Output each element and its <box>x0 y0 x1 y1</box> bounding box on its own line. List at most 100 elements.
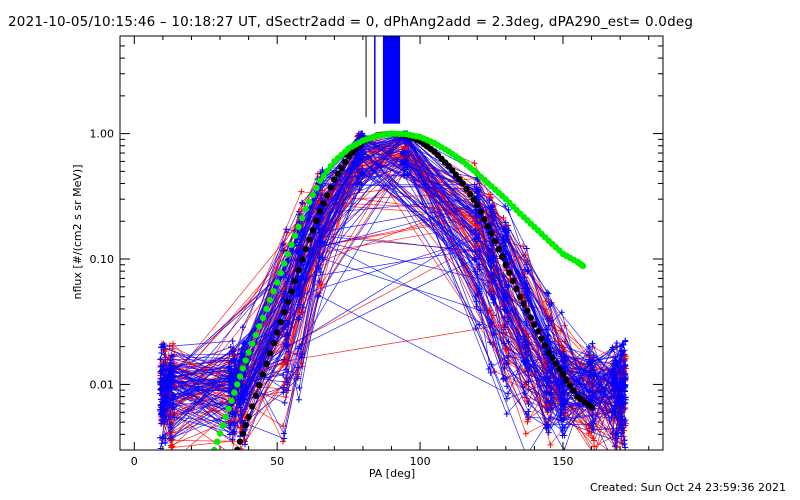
blue-plus-marker <box>319 226 326 233</box>
red-plus-marker <box>318 281 325 288</box>
black-fit-dot <box>484 223 492 230</box>
blue-plus-marker <box>240 340 247 347</box>
blue-plus-marker <box>237 404 244 411</box>
blue-plus-marker <box>359 147 366 154</box>
blue-plus-marker <box>620 351 627 358</box>
blue-plus-marker <box>354 180 361 187</box>
blue-plus-marker <box>296 384 303 391</box>
blue-plus-marker <box>229 429 236 436</box>
blue-plus-marker <box>505 352 512 359</box>
blue-curve-58 <box>160 153 624 414</box>
green-fit-dot <box>320 172 327 180</box>
blue-bar-marker <box>382 36 401 124</box>
blue-plus-marker <box>298 354 305 361</box>
blue-plus-marker <box>617 387 624 394</box>
blue-plus-marker <box>609 346 616 353</box>
blue-plus-marker <box>520 344 527 351</box>
black-fit-dot <box>534 328 542 335</box>
green-fit-dot <box>316 177 324 184</box>
blue-plus-marker <box>505 318 512 325</box>
blue-plus-marker <box>610 409 617 416</box>
blue-plus-marker <box>159 435 166 442</box>
black-fit-dot <box>524 307 531 314</box>
blue-plus-marker <box>488 202 495 209</box>
blue-plus-marker <box>588 367 595 374</box>
blue-plus-marker <box>543 337 550 344</box>
blue-plus-marker <box>162 439 169 446</box>
blue-plus-marker <box>562 407 569 414</box>
black-fit-dot <box>499 253 506 261</box>
green-fit-dot <box>284 251 292 258</box>
axes-layer: 0 50 100 150 0.01 0.10 1.00 <box>90 35 664 468</box>
blue-plus-marker <box>544 289 551 296</box>
blue-plus-marker <box>560 348 567 355</box>
black-fit-dot <box>295 267 302 274</box>
blue-plus-marker <box>161 399 168 406</box>
blue-plus-marker <box>475 255 482 262</box>
green-fit-dot <box>302 205 309 213</box>
blue-plus-marker <box>561 354 568 361</box>
blue-plus-marker <box>157 396 164 403</box>
red-plus-marker <box>168 442 175 449</box>
black-fit-dot <box>570 387 577 395</box>
blue-plus-marker <box>524 452 530 458</box>
blue-plus-marker <box>283 366 290 373</box>
blue-plus-marker <box>611 382 618 389</box>
green-fit-dot <box>225 405 232 412</box>
blue-plus-marker <box>168 386 175 393</box>
blue-plus-marker <box>487 369 494 376</box>
blue-plus-marker <box>612 443 619 450</box>
green-fit-dot <box>211 446 218 450</box>
blue-plus-marker <box>500 293 507 300</box>
black-fit-dot <box>288 288 295 295</box>
blue-plus-marker <box>560 398 567 405</box>
black-fit-dot <box>291 277 299 285</box>
blue-plus-marker <box>611 460 617 466</box>
black-fit-dot <box>545 349 552 356</box>
blue-plus-marker <box>227 343 234 350</box>
black-fit-dot <box>306 236 313 243</box>
blue-curve-78 <box>161 150 625 434</box>
black-fit-dot <box>245 413 252 421</box>
black-fit-dot <box>334 170 342 177</box>
blue-plus-marker <box>613 339 620 346</box>
red-plus-marker <box>547 441 554 448</box>
blue-plus-marker <box>561 397 568 404</box>
black-fit-dot <box>284 298 292 305</box>
blue-plus-marker <box>158 350 165 357</box>
green-fit-dot <box>309 191 317 199</box>
blue-curve-60 <box>160 240 622 450</box>
blue-plus-marker <box>585 343 592 350</box>
black-fit-dot <box>509 277 517 284</box>
blue-plus-marker <box>476 247 483 254</box>
blue-plus-marker <box>586 348 593 355</box>
black-fit-dot <box>452 171 459 178</box>
black-fit-dot <box>549 354 556 362</box>
blue-plus-marker <box>563 447 565 450</box>
blue-plus-marker <box>558 309 565 316</box>
black-fit-dot <box>249 403 256 410</box>
black-fit-dot <box>495 245 502 253</box>
blue-plus-marker <box>618 427 625 434</box>
green-fit-dot <box>252 331 259 339</box>
blue-plus-marker <box>618 433 625 440</box>
blue-plus-marker <box>620 364 627 371</box>
blue-plus-marker <box>159 414 166 421</box>
x-tick-label: 50 <box>270 455 284 468</box>
green-fit-dot <box>327 163 334 170</box>
x-tick-label: 100 <box>410 455 431 468</box>
blue-plus-marker <box>296 249 303 256</box>
black-fit-dot <box>320 200 327 207</box>
blue-plus-marker <box>318 233 325 240</box>
blue-plus-marker <box>227 375 234 382</box>
black-fit-dot <box>341 158 349 166</box>
blue-plus-marker <box>280 248 287 255</box>
blue-plus-marker <box>590 357 597 364</box>
red-plus-marker <box>524 418 531 425</box>
black-fit-dot <box>552 360 559 367</box>
black-fit-dot <box>316 208 324 215</box>
blue-plus-marker <box>559 358 566 365</box>
black-fit-dot <box>445 163 452 170</box>
blue-plus-marker <box>239 388 246 395</box>
